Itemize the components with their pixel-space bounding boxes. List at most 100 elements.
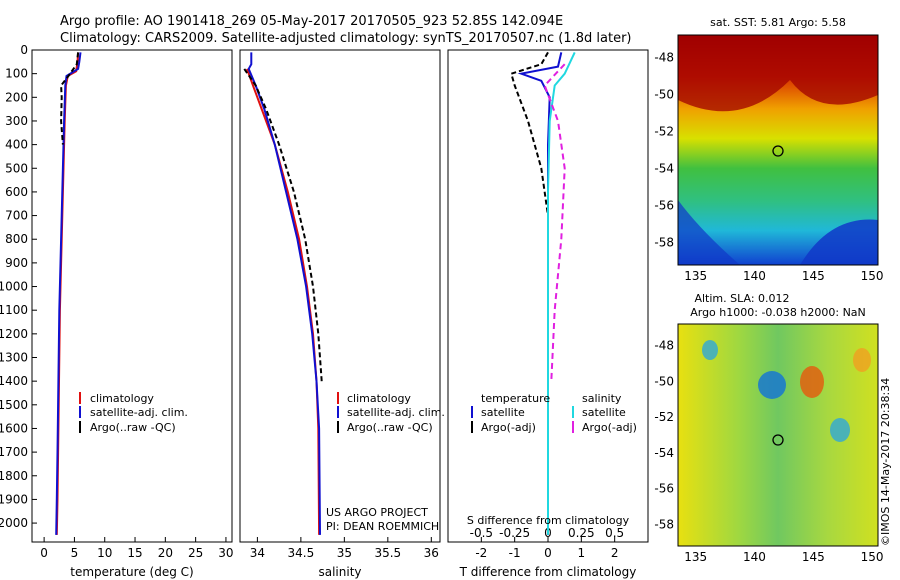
sst-map-title: sat. SST: 5.81 Argo: 5.58 xyxy=(710,16,846,29)
map-y-tick-label: -50 xyxy=(654,87,674,101)
y-tick-label: 1100 xyxy=(0,303,28,317)
temperature-xlabel: temperature (deg C) xyxy=(70,565,193,579)
difference-temperature-argo-adj-line xyxy=(510,51,549,382)
difference-top-xlabel: S difference from climatology xyxy=(467,514,630,527)
map-x-tick-label: 135 xyxy=(684,550,707,564)
difference-salinity-argo-adj-line xyxy=(543,63,566,382)
legend-label-argo: Argo(..raw -QC) xyxy=(347,421,433,434)
x-tick-label: 34.5 xyxy=(288,546,315,560)
legend-label-sal-satellite: satellite xyxy=(582,406,626,419)
difference-salinity-satellite-line xyxy=(547,51,576,535)
project-annotation-line2: PI: DEAN ROEMMICH xyxy=(326,520,439,533)
x-tick-label: 20 xyxy=(158,546,173,560)
line-layer xyxy=(55,51,576,535)
sla-map-frame xyxy=(677,323,879,547)
argo-location-marker xyxy=(772,434,784,446)
top-tick-label: -0.5 xyxy=(470,526,493,540)
map-x-tick-label: 140 xyxy=(743,550,766,564)
x-tick-label: 1 xyxy=(578,546,586,560)
map-y-tick-label: -48 xyxy=(654,50,674,64)
top-tick-label: 0.25 xyxy=(568,526,595,540)
map-y-tick-label: -56 xyxy=(654,199,674,213)
map-y-tick-label: -54 xyxy=(654,162,674,176)
y-tick-label: 700 xyxy=(5,209,28,223)
sla-low-eddy xyxy=(702,340,718,360)
x-tick-label: -1 xyxy=(509,546,521,560)
difference-xlabel: T difference from climatology xyxy=(459,565,637,579)
x-tick-label: 34 xyxy=(250,546,265,560)
argo-location-marker xyxy=(772,145,784,157)
imos-watermark: ©IMOS 14-May-2017 20:38:34 xyxy=(879,378,892,546)
x-tick-label: 5 xyxy=(71,546,79,560)
legend-label-climatology: climatology xyxy=(347,392,411,405)
y-tick-label: 500 xyxy=(5,161,28,175)
map-y-tick-label: -52 xyxy=(654,124,674,138)
salinity-argo-raw-qc-line xyxy=(243,68,323,382)
legend-label-satellite: satellite-adj. clim. xyxy=(90,406,188,419)
map-y-tick-label: -54 xyxy=(654,446,674,460)
y-tick-label: 0 xyxy=(20,43,28,57)
temperature-argo-raw-qc-line xyxy=(60,52,80,145)
map-y-tick-label: -56 xyxy=(654,482,674,496)
sla-low-eddy xyxy=(830,418,850,442)
legend-label-temp-argo: Argo(-adj) xyxy=(481,421,536,434)
legend-label-climatology: climatology xyxy=(90,392,154,405)
y-tick-label: 900 xyxy=(5,256,28,270)
y-tick-label: 1200 xyxy=(0,327,28,341)
y-tick-label: 1700 xyxy=(0,445,28,459)
map-x-tick-label: 145 xyxy=(802,269,825,283)
difference-legend: temperature salinity satellite Argo(-adj… xyxy=(471,392,637,434)
sla-high-eddy xyxy=(853,348,871,372)
map-y-tick-label: -58 xyxy=(654,518,674,532)
sla-map xyxy=(677,323,879,547)
map-x-tick-label: 135 xyxy=(684,269,707,283)
legend-label-sal-argo: Argo(-adj) xyxy=(582,421,637,434)
map-y-tick-label: -58 xyxy=(654,236,674,250)
x-tick-label: 15 xyxy=(127,546,142,560)
salinity-satellite-adj-clim-line xyxy=(247,52,321,535)
y-tick-label: 300 xyxy=(5,114,28,128)
y-tick-label: 400 xyxy=(5,138,28,152)
sst-cold-edge xyxy=(678,200,740,265)
map-x-tick-label: 150 xyxy=(861,269,884,283)
x-tick-label: -2 xyxy=(475,546,487,560)
top-tick-label: -0.25 xyxy=(499,526,530,540)
x-tick-label: 25 xyxy=(188,546,203,560)
legend-title-salinity: salinity xyxy=(582,392,622,405)
project-annotation-line1: US ARGO PROJECT xyxy=(326,506,428,519)
y-tick-label: 100 xyxy=(5,67,28,81)
map-y-tick-label: -52 xyxy=(654,410,674,424)
sla-low-eddy xyxy=(758,371,786,399)
salinity-panel-frame xyxy=(239,49,441,543)
map-x-tick-label: 140 xyxy=(743,269,766,283)
map-x-tick-label: 145 xyxy=(802,550,825,564)
y-tick-label: 1900 xyxy=(0,492,28,506)
sla-high-eddy xyxy=(800,366,824,398)
temperature-legend: climatology satellite-adj. clim. Argo(..… xyxy=(79,392,188,434)
x-tick-label: 0 xyxy=(40,546,48,560)
x-tick-label: 35 xyxy=(337,546,352,560)
sst-map-frame xyxy=(677,34,879,266)
legend-label-satellite: satellite-adj. clim. xyxy=(347,406,445,419)
y-tick-label: 800 xyxy=(5,232,28,246)
legend-label-temp-satellite: satellite xyxy=(481,406,525,419)
temperature-panel-frame xyxy=(31,49,233,543)
legend-title-temperature: temperature xyxy=(481,392,550,405)
temperature-satellite-adj-clim-line xyxy=(55,52,82,535)
title-line-1: Argo profile: AO 1901418_269 05-May-2017… xyxy=(60,14,563,29)
sla-map-title-line1: Altim. SLA: 0.012 xyxy=(694,292,789,305)
salinity-xlabel: salinity xyxy=(318,565,361,579)
x-tick-label: 2 xyxy=(611,546,619,560)
y-tick-label: 1300 xyxy=(0,351,28,365)
top-tick-label: 0.5 xyxy=(605,526,624,540)
map-x-tick-label: 150 xyxy=(861,550,884,564)
x-tick-label: 35.5 xyxy=(374,546,401,560)
map-y-tick-label: -50 xyxy=(654,374,674,388)
title-line-2: Climatology: CARS2009. Satellite-adjuste… xyxy=(60,31,632,46)
sla-map-title-line2: Argo h1000: -0.038 h2000: NaN xyxy=(690,306,866,319)
y-tick-label: 600 xyxy=(5,185,28,199)
x-tick-label: 0 xyxy=(544,546,552,560)
sst-map xyxy=(677,34,879,266)
y-tick-label: 1500 xyxy=(0,398,28,412)
